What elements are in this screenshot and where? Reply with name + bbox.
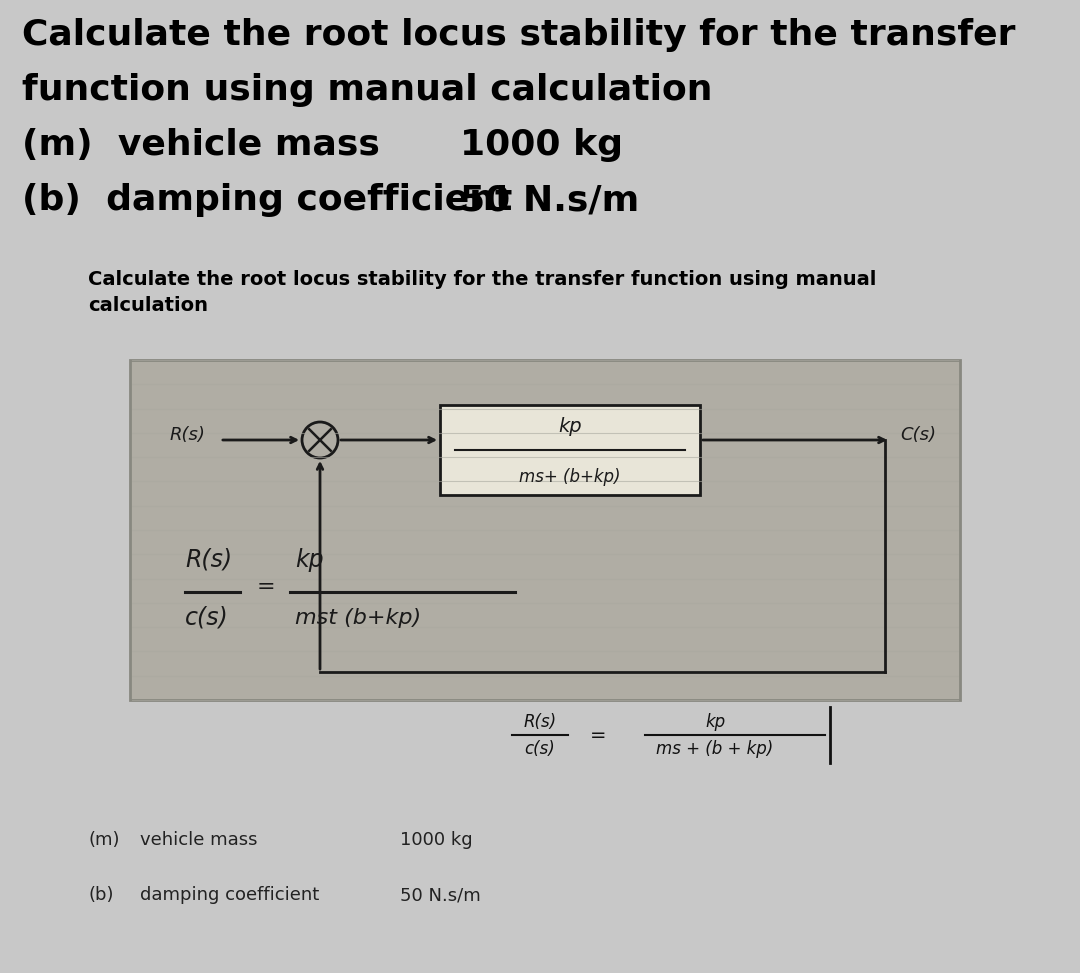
Text: ms + (b + kp): ms + (b + kp) <box>657 740 773 758</box>
Text: R(s): R(s) <box>185 548 232 572</box>
Text: (b)  damping coefficient: (b) damping coefficient <box>22 183 512 217</box>
Text: (m)  vehicle mass: (m) vehicle mass <box>22 128 380 162</box>
Text: (m): (m) <box>87 831 120 849</box>
Text: Calculate the root locus stability for the transfer function using manual: Calculate the root locus stability for t… <box>87 270 876 289</box>
Text: C(s): C(s) <box>900 426 936 444</box>
Text: ms+ (b+kp): ms+ (b+kp) <box>519 468 621 486</box>
Text: (b): (b) <box>87 886 113 904</box>
Text: 50 N.s/m: 50 N.s/m <box>460 183 639 217</box>
Text: mst (b+kp): mst (b+kp) <box>295 608 421 628</box>
Text: c(s): c(s) <box>185 606 229 630</box>
Text: kp: kp <box>295 548 324 572</box>
Text: vehicle mass: vehicle mass <box>140 831 257 849</box>
Text: calculation: calculation <box>87 296 208 315</box>
Text: 1000 kg: 1000 kg <box>400 831 473 849</box>
Text: =: = <box>257 577 275 597</box>
Text: 1000 kg: 1000 kg <box>460 128 623 162</box>
Text: 50 N.s/m: 50 N.s/m <box>400 886 481 904</box>
Text: kp: kp <box>705 713 725 731</box>
Text: c(s): c(s) <box>525 740 555 758</box>
Text: kp: kp <box>558 417 582 437</box>
Text: R(s): R(s) <box>524 713 556 731</box>
Bar <box>440 405 700 495</box>
Bar <box>130 360 960 700</box>
Text: =: = <box>590 726 607 744</box>
Text: function using manual calculation: function using manual calculation <box>22 73 713 107</box>
Text: Calculate the root locus stability for the transfer: Calculate the root locus stability for t… <box>22 18 1015 52</box>
Text: R(s): R(s) <box>170 426 206 444</box>
Text: damping coefficient: damping coefficient <box>140 886 320 904</box>
